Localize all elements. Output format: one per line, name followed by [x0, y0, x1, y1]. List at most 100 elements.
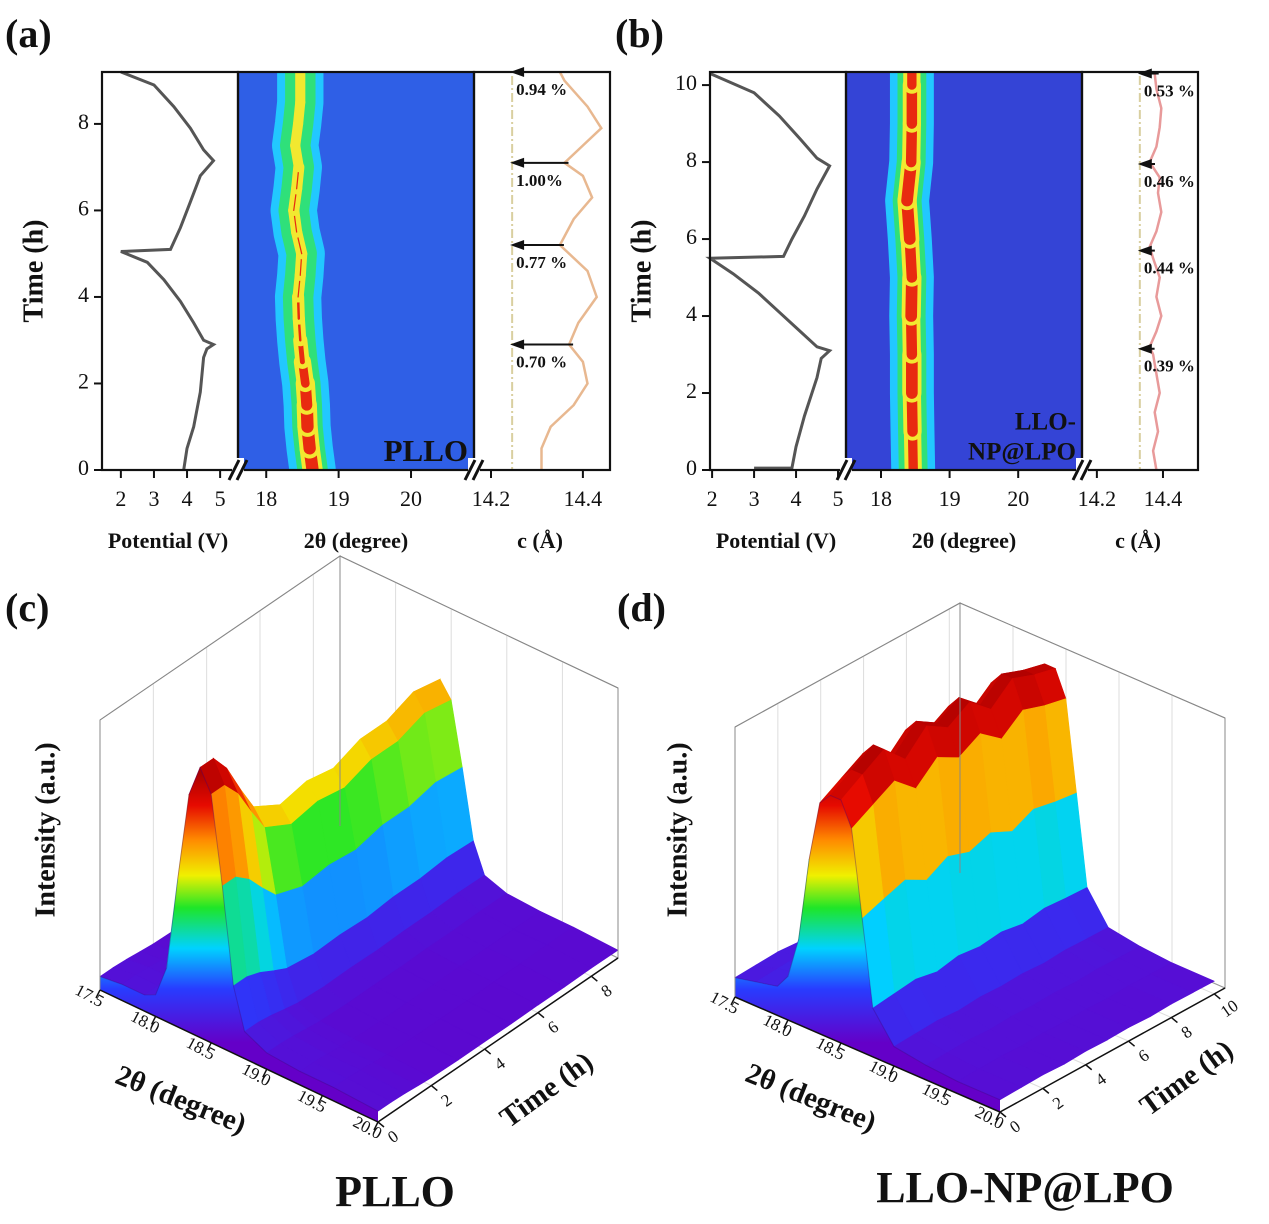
axis-line	[999, 987, 1226, 1113]
axis-break	[843, 459, 857, 481]
x-tick-label: 3	[148, 486, 159, 511]
x-axis-title: 2θ (degree)	[741, 1057, 881, 1138]
annotation: 0.53 %	[1144, 81, 1195, 100]
arrow-head	[510, 157, 525, 168]
axis-break	[227, 459, 241, 481]
x-tick-label: 4	[182, 486, 193, 511]
z-axis-title: Intensity (a.u.)	[30, 742, 61, 917]
x-tick-label: 14.4	[1144, 486, 1183, 511]
arrow-head	[510, 339, 525, 350]
axis-break	[835, 459, 849, 481]
arrow-head	[1137, 343, 1152, 354]
heatmap-background	[238, 72, 474, 470]
y-tick-label: 0	[384, 1126, 402, 1146]
y-tick	[377, 1121, 385, 1128]
arrow-head	[510, 240, 525, 250]
x-axis-title: Potential (V)	[716, 528, 836, 553]
box-edge	[959, 602, 1226, 719]
profile-edge	[99, 766, 379, 1112]
heatmap	[885, 72, 936, 470]
x-tick	[317, 1095, 324, 1104]
y-tick-label: 8	[78, 109, 89, 134]
potential-curve	[705, 72, 833, 470]
profile-edge	[734, 794, 1001, 1101]
x-axis-title: 2θ (degree)	[111, 1059, 251, 1140]
z-axis-title: Intensity (a.u.)	[662, 742, 693, 917]
x-tick-label: 19	[328, 486, 350, 511]
x-tick	[783, 1019, 789, 1029]
y-tick	[484, 1048, 492, 1055]
y-tick-label: 2	[78, 369, 89, 394]
y-tick	[1170, 1016, 1178, 1024]
y-tick-label: 8	[1178, 1022, 1196, 1042]
y-tick-label: 0	[1006, 1116, 1024, 1136]
x-axis-title: c (Å)	[1115, 528, 1161, 553]
y-axis-title: Time (h)	[18, 220, 49, 323]
sample-label: PLLO	[384, 433, 468, 468]
x-tick-label: 14.4	[564, 486, 603, 511]
surface-front	[735, 795, 1000, 1112]
x-tick-label: 3	[749, 486, 760, 511]
annotation: 0.39 %	[1144, 357, 1195, 376]
x-tick	[373, 1121, 379, 1131]
y-tick-label: 4	[491, 1053, 509, 1074]
y-tick-label: 10	[675, 70, 697, 95]
annotation: 0.70 %	[516, 352, 567, 371]
y-tick	[1042, 1087, 1050, 1094]
y-tick-label: 4	[78, 282, 89, 307]
axis-break-gap	[232, 458, 244, 482]
y-tick-label: 2	[686, 378, 697, 403]
x-tick	[730, 996, 736, 1006]
y-tick-label: 2	[1049, 1093, 1067, 1113]
axis-break-gap	[468, 458, 480, 482]
x-axis-title: 2θ (degree)	[912, 528, 1017, 553]
x-tick-label: 18	[870, 486, 892, 511]
annotation: 1.00%	[516, 171, 563, 190]
surface-front	[100, 767, 378, 1122]
y-tick	[1085, 1064, 1093, 1071]
x-tick-label: 2	[707, 486, 718, 511]
heatmap-background	[846, 72, 1082, 470]
y-tick	[537, 1012, 545, 1019]
lattice-curve	[540, 71, 603, 470]
x-tick-label: 18	[255, 486, 277, 511]
y-tick-label: 6	[686, 224, 697, 249]
sample-label: LLO-	[1015, 409, 1076, 436]
axis-line	[734, 996, 1001, 1113]
x-tick	[889, 1065, 895, 1075]
axis-break	[463, 459, 477, 481]
y-tick-label: 10	[1217, 996, 1242, 1021]
annotation: 0.77 %	[516, 253, 567, 272]
box-edge	[99, 555, 341, 721]
panel-title: LLO-NP@LPO	[876, 1163, 1174, 1212]
annotation: 0.46 %	[1144, 172, 1195, 191]
y-tick-label: 6	[1135, 1046, 1153, 1066]
x-axis-title: c (Å)	[517, 528, 563, 553]
x-tick	[206, 1042, 212, 1052]
axis-break	[471, 459, 485, 481]
y-tick-label: 6	[544, 1017, 562, 1037]
y-tick	[1213, 993, 1221, 1000]
x-tick	[942, 1088, 948, 1098]
x-axis-title: Potential (V)	[108, 528, 228, 553]
x-axis-title: 2θ (degree)	[304, 528, 409, 553]
potential-curve	[120, 70, 217, 471]
x-tick-label: 4	[791, 486, 802, 511]
y-axis-title: Time (h)	[494, 1046, 599, 1135]
x-tick-label: 5	[215, 486, 226, 511]
y-tick-label: 2	[437, 1090, 455, 1110]
axis-break	[235, 459, 249, 481]
subplot-frame	[100, 70, 240, 472]
x-tick-label: 20	[400, 486, 422, 511]
box-edge	[339, 555, 619, 689]
y-tick-label: 8	[686, 147, 697, 172]
x-tick-label: 14.2	[1078, 486, 1117, 511]
x-tick	[995, 1111, 1001, 1121]
arrow-head	[1137, 245, 1152, 256]
heatmap	[270, 72, 336, 470]
subplot-frame	[1080, 70, 1200, 472]
arrow-head	[1137, 159, 1152, 169]
y-tick-label: 0	[686, 455, 697, 480]
x-tick	[95, 989, 101, 999]
